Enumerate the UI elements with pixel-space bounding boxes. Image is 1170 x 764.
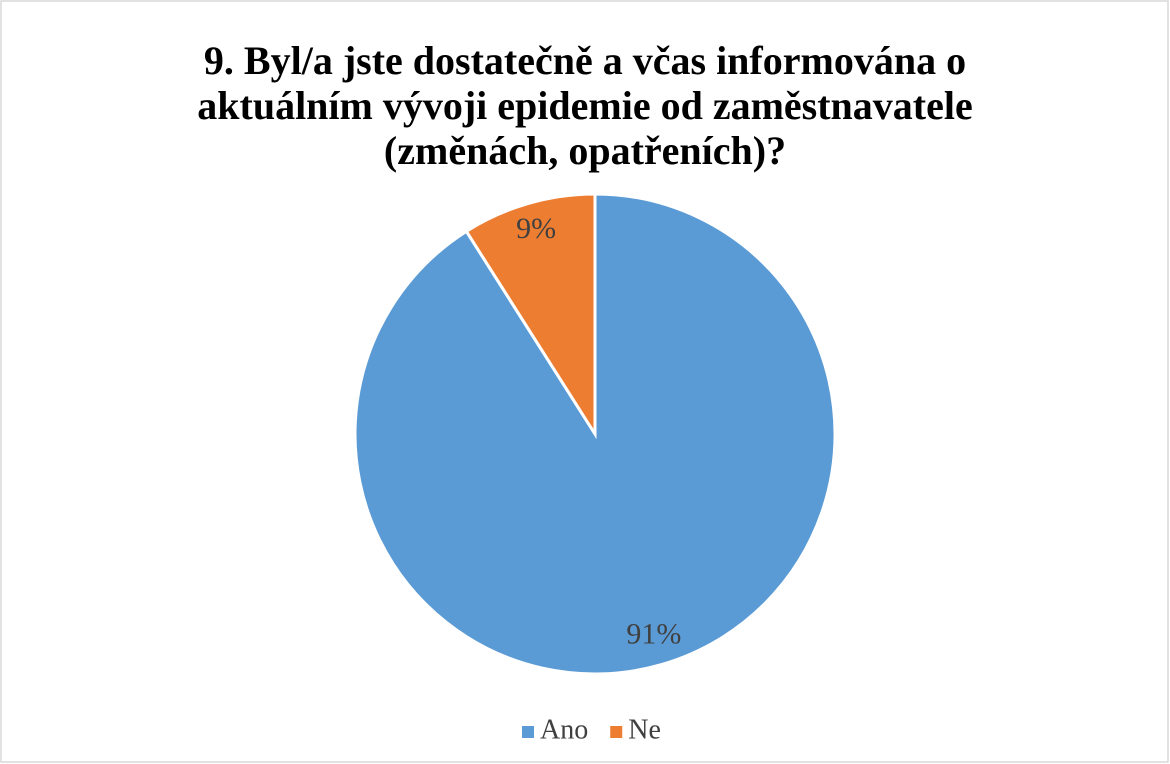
data-label: 9% xyxy=(516,212,556,245)
pie-slice xyxy=(464,192,597,440)
data-label: 91% xyxy=(626,618,681,651)
legend-swatch xyxy=(522,726,534,738)
chart-title: 9. Byl/a jste dostatečně a včas informov… xyxy=(197,38,973,173)
legend-swatch xyxy=(610,726,623,738)
legend-label: Ano xyxy=(540,714,588,745)
legend-label: Ne xyxy=(628,714,661,745)
